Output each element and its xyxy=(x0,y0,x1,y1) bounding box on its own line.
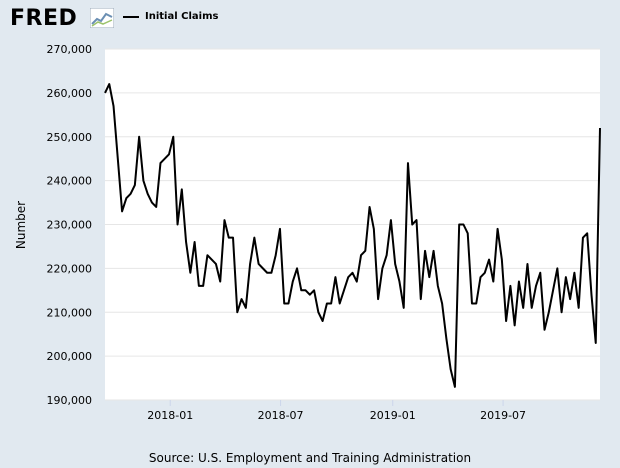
y-tick-label: 210,000 xyxy=(47,306,93,319)
y-tick-label: 270,000 xyxy=(47,43,93,56)
x-tick-label: 2019-07 xyxy=(480,409,526,422)
y-axis-title: Number xyxy=(14,201,28,249)
gridlines xyxy=(105,48,600,401)
y-tick-label: 190,000 xyxy=(47,394,93,407)
y-tick-label: 200,000 xyxy=(47,350,93,363)
x-tick-label: 2019-01 xyxy=(370,409,416,422)
legend: Initial Claims xyxy=(123,11,218,22)
y-tick-label: 260,000 xyxy=(47,87,93,100)
x-axis-ticks: 2018-01 2018-07 2019-01 2019-07 xyxy=(147,400,526,422)
y-tick-label: 220,000 xyxy=(47,262,93,275)
series-line-initial-claims xyxy=(104,83,601,388)
x-tick-label: 2018-01 xyxy=(147,409,193,422)
fred-logo[interactable]: FRED xyxy=(10,6,78,31)
x-tick-label: 2018-07 xyxy=(258,409,304,422)
y-tick-label: 250,000 xyxy=(47,131,93,144)
fred-graph-icon xyxy=(90,8,114,28)
legend-label: Initial Claims xyxy=(145,11,219,22)
legend-line-swatch xyxy=(123,15,139,18)
y-tick-label: 230,000 xyxy=(47,219,93,232)
source-note: Source: U.S. Employment and Training Adm… xyxy=(148,451,472,465)
y-tick-label: 240,000 xyxy=(47,175,93,188)
y-axis-ticks: 190,000 200,000 210,000 220,000 230,000 240,0… xyxy=(47,43,93,407)
